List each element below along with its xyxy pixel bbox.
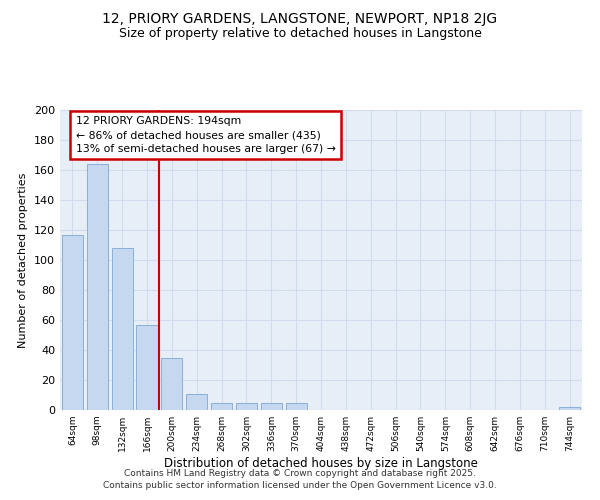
Text: 12 PRIORY GARDENS: 194sqm
← 86% of detached houses are smaller (435)
13% of semi: 12 PRIORY GARDENS: 194sqm ← 86% of detac…	[76, 116, 335, 154]
Bar	[236, 402, 257, 410]
Bar	[161, 358, 182, 410]
Bar	[136, 324, 158, 410]
Bar	[186, 394, 207, 410]
Bar	[559, 407, 580, 410]
Text: Size of property relative to detached houses in Langstone: Size of property relative to detached ho…	[119, 28, 481, 40]
Bar	[62, 234, 83, 410]
Bar	[286, 402, 307, 410]
Bar	[87, 164, 108, 410]
Bar	[261, 402, 282, 410]
Text: Contains HM Land Registry data © Crown copyright and database right 2025.
Contai: Contains HM Land Registry data © Crown c…	[103, 468, 497, 490]
Bar	[211, 402, 232, 410]
X-axis label: Distribution of detached houses by size in Langstone: Distribution of detached houses by size …	[164, 457, 478, 470]
Bar	[112, 248, 133, 410]
Text: 12, PRIORY GARDENS, LANGSTONE, NEWPORT, NP18 2JG: 12, PRIORY GARDENS, LANGSTONE, NEWPORT, …	[103, 12, 497, 26]
Y-axis label: Number of detached properties: Number of detached properties	[19, 172, 28, 348]
